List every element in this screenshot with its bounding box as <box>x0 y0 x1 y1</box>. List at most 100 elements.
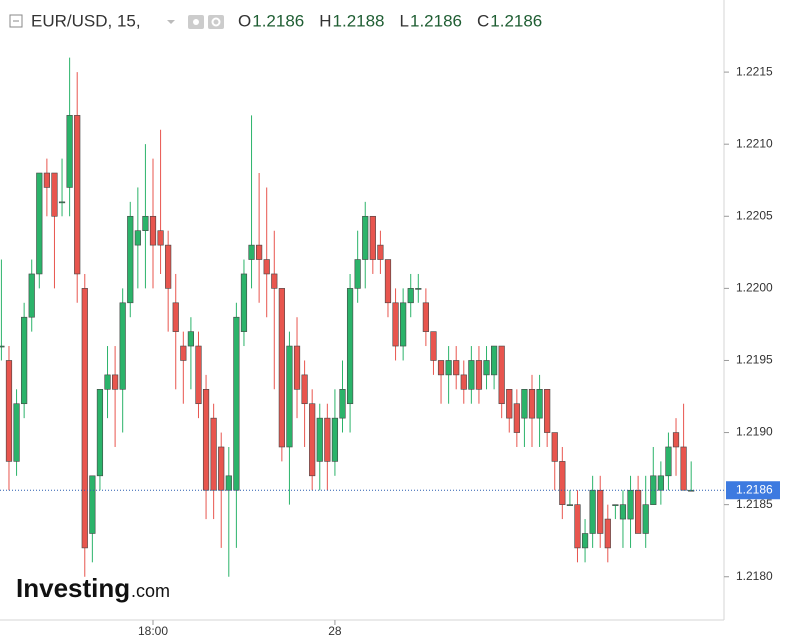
candle-body <box>96 389 104 477</box>
candle-body <box>187 331 195 347</box>
ohlc-label: C <box>477 11 489 30</box>
eye-icon <box>193 19 199 25</box>
logo-domain: .com <box>131 581 170 601</box>
candle-body <box>483 360 490 376</box>
overlay: EUR/USD, 15, O 1.2186 H 1.2188 L 1.2186 C 1.218… <box>9 11 542 603</box>
y-tick-label: 1.2195 <box>736 353 773 367</box>
candle-body <box>339 389 346 419</box>
ohlc-value: 1.2186 <box>410 11 462 30</box>
candle-body <box>119 302 126 390</box>
candle-body <box>536 389 543 419</box>
candle-body <box>619 504 627 520</box>
candle-body <box>400 302 407 347</box>
candle-body <box>112 374 119 390</box>
candle-body <box>635 489 642 534</box>
candle-body <box>74 115 81 275</box>
candle-body <box>210 417 217 491</box>
candle-body <box>36 172 43 275</box>
candle-body <box>58 201 66 204</box>
candle-body <box>248 244 255 260</box>
ohlc-value: 1.2186 <box>490 11 542 30</box>
candle-body <box>316 417 323 462</box>
candle-body <box>490 345 498 376</box>
candle-body <box>604 518 611 549</box>
candle-body <box>324 417 331 462</box>
candle-body <box>263 259 270 275</box>
candle-body <box>218 446 225 491</box>
candle-body <box>331 417 339 462</box>
candle-body <box>51 172 58 217</box>
candle-body <box>286 345 293 448</box>
candle-body <box>407 288 414 304</box>
dropdown-arrow[interactable] <box>167 20 175 24</box>
candle-body <box>498 345 505 405</box>
candle-body <box>437 360 445 376</box>
candle-body <box>513 403 520 433</box>
candle-body <box>157 230 164 246</box>
candle-body <box>271 273 278 289</box>
last-price-label: 1.2186 <box>736 482 773 496</box>
y-tick-label: 1.2185 <box>736 497 773 511</box>
candle-body <box>445 360 452 376</box>
settings-button[interactable] <box>208 15 224 29</box>
symbol: EUR/USD, 15, <box>31 11 141 30</box>
ohlc-readout: O 1.2186 H 1.2188 L 1.2186 C 1.2186 <box>238 11 542 30</box>
candle-body <box>149 215 157 246</box>
candle-body <box>377 244 384 260</box>
candle-body <box>589 489 596 534</box>
candle-body <box>362 215 369 260</box>
candle-body <box>642 504 649 534</box>
candle-body <box>422 302 429 332</box>
y-tick-label: 1.2200 <box>736 281 773 295</box>
candle-body <box>172 302 179 332</box>
candle-body <box>43 172 50 188</box>
candle-body <box>597 489 604 534</box>
candle-body <box>369 215 376 260</box>
candle-body <box>392 302 399 347</box>
candle-body <box>301 374 308 405</box>
candle-body <box>566 504 573 506</box>
candle-body <box>5 360 13 462</box>
ohlc-label: H <box>319 11 331 30</box>
candle-body <box>528 389 536 419</box>
candle-body <box>21 316 28 405</box>
candle-body <box>506 389 513 419</box>
candle-body <box>551 432 558 462</box>
candle-body <box>680 446 687 491</box>
candle-body <box>468 360 475 390</box>
candle-body <box>278 288 285 448</box>
plot-area <box>0 57 724 577</box>
candle-body <box>28 273 35 318</box>
ohlc-label: O <box>238 11 251 30</box>
candle-body <box>127 215 134 304</box>
candle-body <box>415 288 422 290</box>
ohlc-value: 1.2186 <box>252 11 304 30</box>
candle-body <box>180 345 187 361</box>
candle-body <box>195 345 202 405</box>
candle-body <box>384 259 392 304</box>
candle-body <box>475 360 483 390</box>
candle-body <box>81 288 88 549</box>
candle-body <box>256 244 263 260</box>
candle-body <box>544 389 551 433</box>
candle-body <box>430 331 437 361</box>
last-price-box <box>726 481 780 500</box>
candle-body <box>240 273 248 332</box>
candle-body <box>521 389 528 419</box>
candle-body <box>309 403 316 477</box>
x-tick-label: 18:00 <box>138 624 168 638</box>
candle-body <box>89 475 96 534</box>
candle-body <box>559 461 566 505</box>
gear-icon <box>211 17 221 27</box>
candle-body <box>104 374 111 390</box>
candle-body <box>581 533 589 549</box>
candle-body <box>354 259 361 289</box>
candle-body <box>612 504 619 506</box>
candle-body <box>650 475 657 505</box>
candle-body <box>574 504 581 549</box>
candle-body <box>233 316 240 491</box>
ohlc-label: L <box>400 11 409 30</box>
candle-body <box>665 446 672 477</box>
candle-body <box>142 215 149 231</box>
